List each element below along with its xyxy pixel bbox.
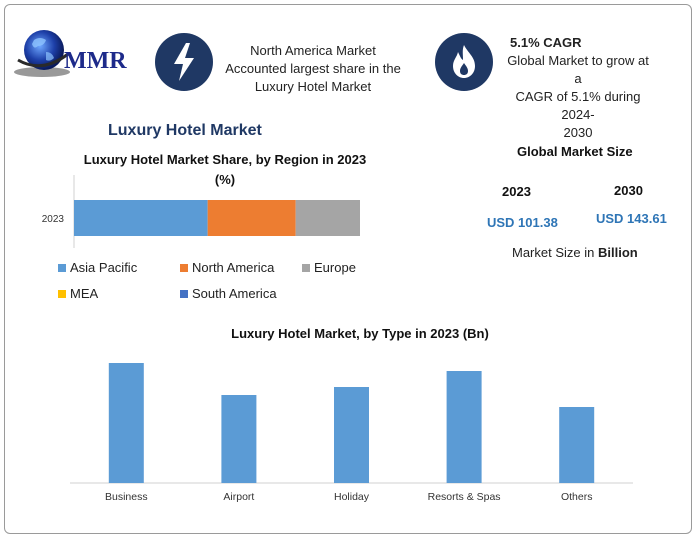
flame-icon — [435, 33, 493, 91]
legend-item: MEA — [58, 286, 98, 301]
globe-icon — [14, 30, 70, 77]
logo-text: MMR — [64, 48, 127, 74]
tick-label: Business — [105, 491, 148, 503]
type-bar — [446, 371, 482, 483]
market-size-unit: Market Size in Billion — [512, 245, 638, 260]
page-title: Luxury Hotel Market — [108, 122, 262, 139]
stack-segment — [74, 200, 208, 236]
region-chart-title: Luxury Hotel Market Share, by Region in … — [83, 152, 367, 187]
info-line: Accounted largest share in the — [225, 61, 401, 76]
tick-label: Airport — [223, 491, 254, 503]
info-line: North America Market — [250, 43, 376, 58]
lightning-icon — [155, 33, 213, 91]
cagr-heading: 5.1% CAGR — [510, 35, 582, 50]
type-bar — [334, 387, 369, 483]
legend-label: Europe — [314, 260, 356, 275]
legend-item: Asia Pacific — [58, 260, 137, 275]
legend-swatch — [302, 263, 310, 272]
legend-swatch — [180, 263, 188, 272]
mmr-logo — [12, 26, 142, 82]
tick-label: Holiday — [334, 491, 370, 503]
legend-label: MEA — [70, 286, 99, 301]
type-bar-chart: Business Airport Holiday Resorts & Spas Othe… — [70, 363, 633, 503]
value-2023: USD 101.38 — [487, 215, 558, 230]
type-bar — [221, 395, 257, 483]
market-size-heading: Global Market Size — [517, 144, 633, 159]
legend-label: Asia Pacific — [70, 260, 138, 275]
tick-label: Others — [561, 491, 593, 503]
info-line: Luxury Hotel Market — [254, 79, 372, 94]
year-2023-label: 2023 — [502, 184, 531, 199]
type-bar — [559, 407, 595, 483]
legend-swatch — [58, 289, 66, 298]
north-america-info: North America Market Accounted largest s… — [218, 42, 408, 96]
legend-item: Europe — [302, 260, 356, 275]
legend-label: South America — [192, 286, 277, 301]
unit-prefix: Market Size in — [512, 245, 598, 260]
infographic-frame — [4, 4, 692, 534]
legend-swatch — [58, 263, 66, 272]
info-line: 2030 — [563, 125, 593, 140]
info-line: Global Market to grow at a — [507, 53, 649, 86]
year-2030-label: 2030 — [614, 183, 643, 198]
legend-item: South America — [180, 286, 277, 301]
legend-label: North America — [192, 260, 275, 275]
tick-label: Resorts & Spas — [428, 491, 501, 503]
region-share-chart: 2023 — [42, 175, 360, 248]
info-line: CAGR of 5.1% during 2024- — [515, 89, 641, 122]
stack-segment — [295, 200, 360, 236]
type-chart-title: Luxury Hotel Market, by Type in 2023 (Bn… — [231, 326, 489, 341]
unit-bold: Billion — [597, 245, 638, 260]
legend-item: North America — [180, 260, 274, 275]
legend-swatch — [180, 289, 188, 298]
stack-segment — [207, 200, 296, 236]
type-bar — [108, 363, 144, 483]
cagr-info: Global Market to grow at a CAGR of 5.1% … — [503, 52, 653, 142]
category-label: 2023 — [42, 214, 65, 225]
value-2030: USD 143.61 — [596, 211, 667, 226]
